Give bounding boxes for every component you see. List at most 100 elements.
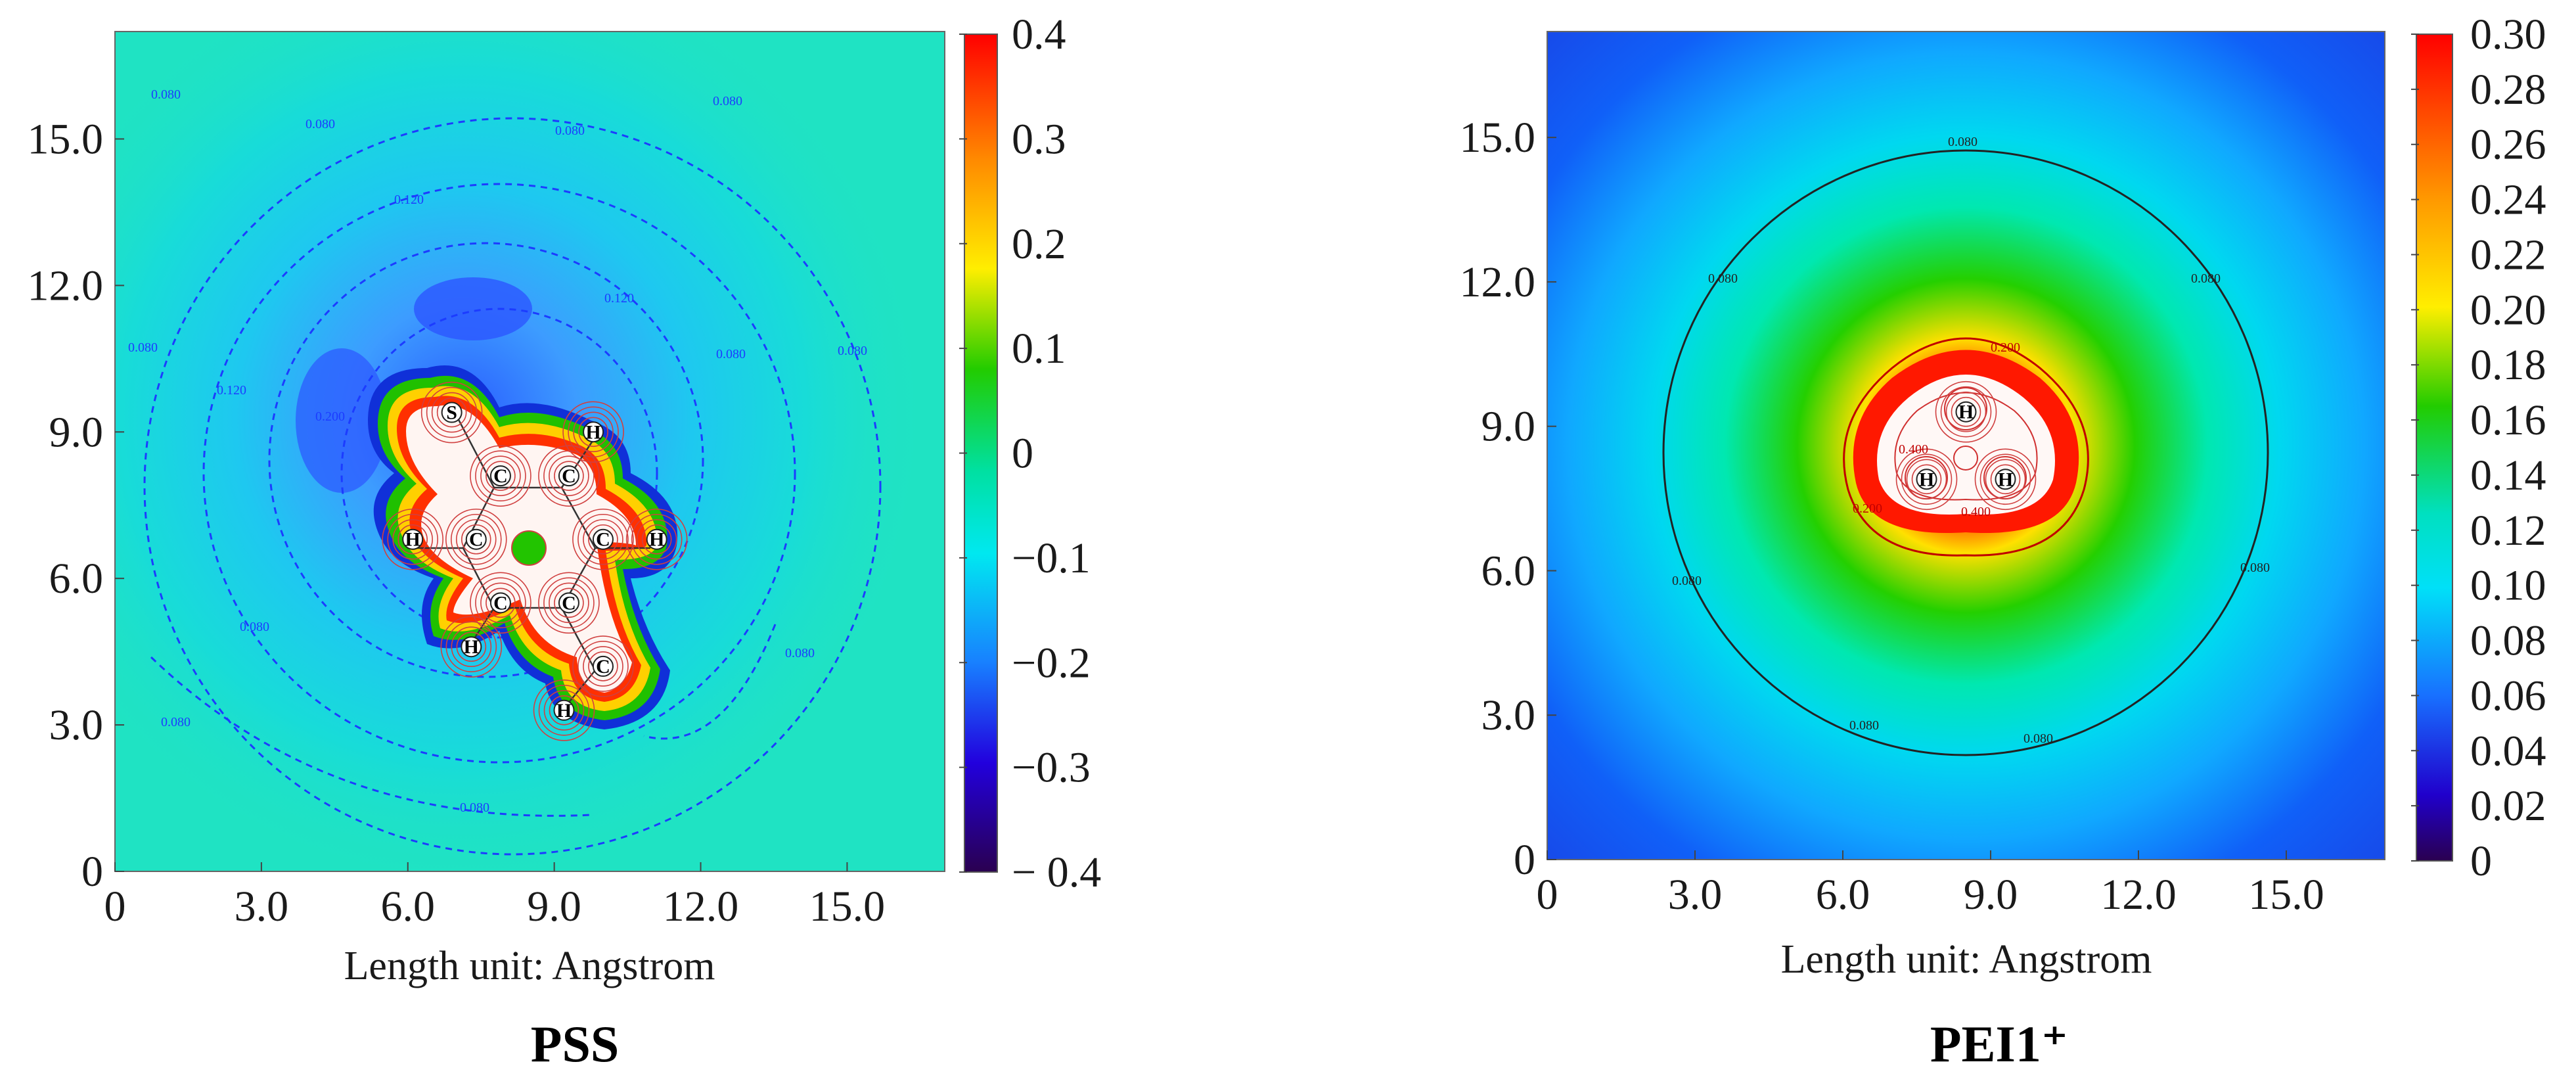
atom-label: C — [596, 656, 610, 678]
atom-marker — [402, 528, 424, 550]
contour-label: 0.080 — [838, 344, 867, 358]
atom-ring — [543, 450, 595, 501]
atom-ring — [636, 518, 677, 560]
colorbar-tick-label: 0.16 — [2470, 396, 2546, 444]
atom-ring — [456, 632, 487, 662]
x-tick-label: 0 — [104, 883, 126, 931]
atom-ring — [583, 518, 623, 560]
atom-ring — [1940, 386, 1992, 438]
pss-contour-labels: 0.080 0.080 0.080 0.080 0.080 0.080 0.08… — [128, 87, 867, 815]
atom-ring — [445, 621, 497, 673]
atom-ring — [475, 577, 526, 629]
atom-label: H — [1998, 469, 2013, 490]
contour-label: 0.080 — [716, 347, 746, 361]
contour-label: 0.080 — [128, 340, 158, 355]
colorbar-tick-label: 0.2 — [1012, 220, 1066, 268]
colorbar-tick-label: 0.06 — [2470, 672, 2546, 720]
atom-ring — [1935, 380, 1997, 443]
atom-ring — [549, 695, 579, 726]
pei-y-axis: 0 3.0 6.0 9.0 12.0 15.0 — [1460, 114, 1556, 884]
contour-label: 0.080 — [1948, 135, 1977, 149]
y-tick-label: 6.0 — [49, 555, 104, 603]
x-tick-label: 0 — [1537, 871, 1558, 919]
x-tick-label: 6.0 — [1816, 871, 1870, 919]
x-tick-label: 3.0 — [235, 883, 289, 931]
atom-ring — [382, 508, 443, 570]
atom-ring — [1985, 459, 2026, 500]
y-tick-label: 3.0 — [49, 701, 104, 749]
atom-ring — [475, 450, 526, 501]
x-tick-label: 12.0 — [663, 883, 739, 931]
pss-ring-center — [511, 530, 547, 566]
colorbar-tick-label: 0.14 — [2470, 451, 2546, 499]
atom-ring — [486, 588, 516, 618]
colorbar-tick-label: 0.4 — [1012, 11, 1066, 58]
colorbar-tick-label: 0.3 — [1012, 115, 1066, 163]
pei-plot-frame — [1547, 31, 2385, 860]
colorbar-tick-label: 0.04 — [2470, 727, 2546, 775]
contour-label: 0.080 — [1708, 271, 1738, 286]
atom-ring — [554, 588, 584, 618]
contour-label: 0.080 — [555, 124, 585, 138]
atom-ring — [1901, 453, 1953, 505]
atom-ring — [440, 616, 503, 678]
contour-label: 0.120 — [604, 291, 634, 306]
atom-marker — [646, 528, 667, 550]
colorbar-tick-label: 0 — [1012, 430, 1033, 478]
pei-contour-labels: 0.080 0.080 0.080 0.080 0.080 0.080 0.08… — [1672, 135, 2270, 746]
atom-ring — [543, 690, 585, 731]
atom-marker — [1995, 469, 2016, 490]
contour-label: 0.080 — [2023, 731, 2053, 746]
contour-label: 0.080 — [161, 715, 191, 729]
atom-ring — [641, 524, 672, 555]
colorbar-tick-label: −0.2 — [1012, 639, 1091, 687]
contour-label: 0.080 — [1672, 574, 1702, 588]
atom-ring — [486, 461, 516, 491]
atom-marker — [553, 699, 575, 721]
atom-ring — [625, 508, 688, 570]
colorbar-tick-label: − 0.4 — [1012, 848, 1101, 896]
colorbar-tick-label: 0.10 — [2470, 562, 2546, 610]
atom-ring — [1990, 464, 2021, 495]
colorbar-tick-label: 0.12 — [2470, 507, 2546, 555]
x-tick-label: 12.0 — [2100, 871, 2177, 919]
atom-marker — [558, 592, 579, 614]
pei-contour-lines — [1662, 149, 2269, 756]
atom-label: C — [493, 592, 508, 614]
atom-ring — [631, 513, 683, 565]
x-tick-label: 6.0 — [381, 883, 436, 931]
atom-marker — [465, 528, 487, 550]
atom-ring — [426, 386, 478, 438]
pss-negative-lobe — [296, 348, 388, 493]
atom-marker — [489, 465, 511, 487]
atom-ring — [445, 508, 507, 570]
contour-label: 0.200 — [315, 409, 345, 424]
x-tick-label: 3.0 — [1668, 871, 1723, 919]
y-tick-label: 6.0 — [1481, 547, 1536, 595]
atom-ring — [420, 381, 483, 444]
atom-label: H — [556, 700, 572, 722]
atom-ring — [397, 524, 428, 555]
atom-ring — [461, 524, 491, 555]
atom-label: C — [469, 529, 484, 551]
atom-marker — [592, 528, 614, 550]
atom-ring — [573, 411, 614, 453]
pei-x-axis: 0 3.0 6.0 9.0 12.0 15.0 — [1537, 850, 2324, 919]
y-tick-label: 9.0 — [1481, 403, 1536, 451]
colorbar-tick-label: −0.3 — [1012, 744, 1091, 792]
y-tick-label: 15.0 — [28, 115, 104, 163]
atom-label: H — [585, 421, 600, 443]
colorbar-tick-label: 0 — [2470, 837, 2492, 885]
contour-label: 0.400 — [1899, 442, 1928, 457]
atom-label: S — [446, 402, 457, 424]
pss-negative-lobe — [414, 277, 532, 340]
atom-label: H — [405, 529, 420, 551]
colorbar-tick-label: 0.30 — [2470, 11, 2546, 58]
atom-label: H — [1958, 402, 1974, 423]
atom-ring — [450, 513, 502, 565]
pss-colorbar — [964, 34, 998, 873]
colorbar-tick-label: 0.28 — [2470, 66, 2546, 114]
atom-ring — [549, 455, 589, 496]
pss-contour-lines — [143, 117, 882, 856]
